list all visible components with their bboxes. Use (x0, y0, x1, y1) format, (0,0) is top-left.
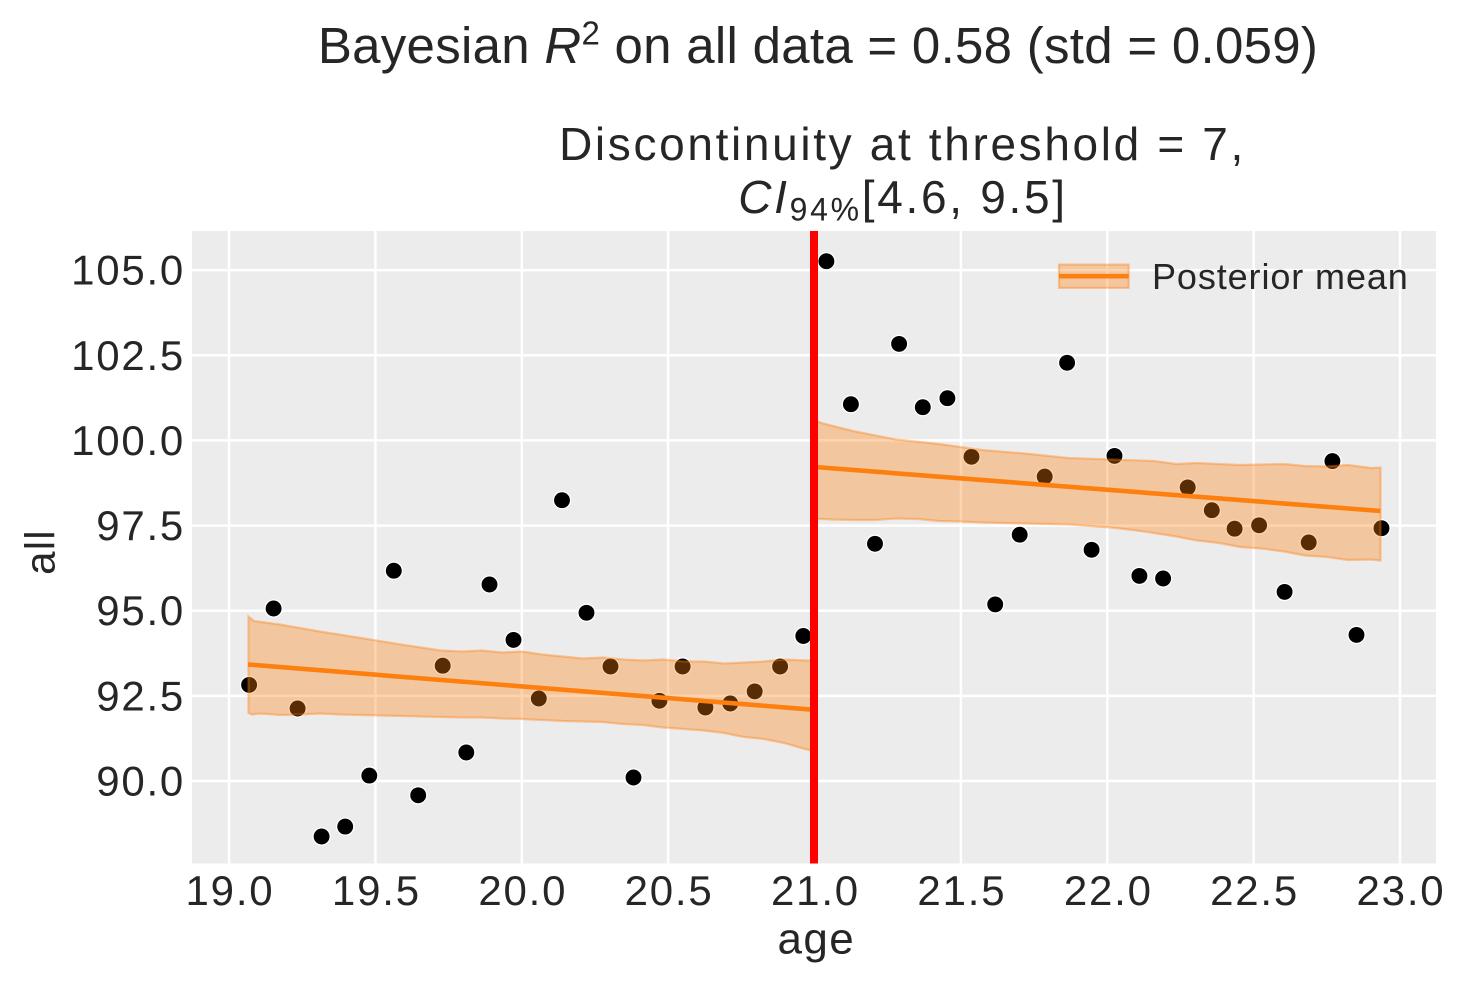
svg-text:95.0: 95.0 (96, 587, 185, 634)
svg-text:19.0: 19.0 (186, 867, 275, 914)
svg-text:21.5: 21.5 (917, 867, 1006, 914)
svg-text:Discontinuity at threshold = 7: Discontinuity at threshold = 7, (559, 118, 1246, 170)
svg-text:all: all (16, 529, 63, 575)
svg-text:19.5: 19.5 (332, 867, 421, 914)
svg-text:age: age (777, 915, 855, 964)
svg-text:Bayesian R2 on all data = 0.58: Bayesian R2 on all data = 0.58 (std = 0.… (318, 15, 1318, 75)
svg-text:22.0: 22.0 (1064, 867, 1153, 914)
svg-text:90.0: 90.0 (96, 758, 185, 805)
svg-text:CI94%[4.6, 9.5]: CI94%[4.6, 9.5] (738, 171, 1068, 227)
svg-text:100.0: 100.0 (71, 417, 185, 464)
svg-text:97.5: 97.5 (96, 502, 185, 549)
svg-text:20.5: 20.5 (625, 867, 714, 914)
svg-text:23.0: 23.0 (1357, 867, 1446, 914)
svg-text:105.0: 105.0 (71, 247, 185, 294)
svg-text:92.5: 92.5 (96, 672, 185, 719)
svg-text:22.5: 22.5 (1210, 867, 1299, 914)
svg-text:Posterior mean: Posterior mean (1152, 256, 1409, 297)
svg-text:21.0: 21.0 (771, 867, 860, 914)
svg-text:20.0: 20.0 (478, 867, 567, 914)
svg-text:102.5: 102.5 (71, 332, 185, 379)
